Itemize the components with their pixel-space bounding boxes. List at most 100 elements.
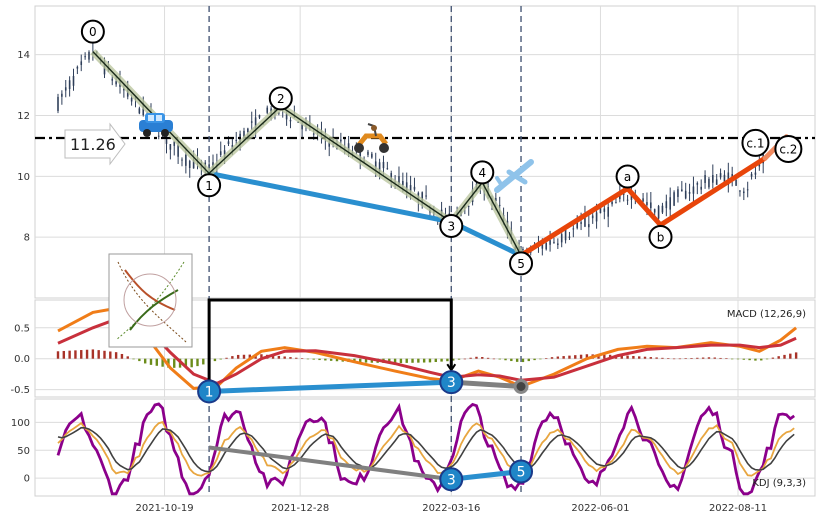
candle-body xyxy=(661,205,664,213)
candle-body xyxy=(626,199,629,201)
wave-point-label: 3 xyxy=(447,219,455,233)
macd-bar xyxy=(324,358,327,361)
macd-bar xyxy=(359,358,362,363)
macd-bar xyxy=(515,358,519,362)
macd-bar xyxy=(725,358,728,359)
macd-bar xyxy=(271,355,275,359)
candle-body xyxy=(677,189,679,197)
wave-point-circle xyxy=(439,213,464,238)
macd-bar xyxy=(701,357,705,359)
candle-body xyxy=(219,151,222,155)
macd-y-tick-label: -0.5 xyxy=(10,385,30,396)
abc-point-circle xyxy=(774,134,803,163)
macd-bar xyxy=(155,358,159,366)
macd-bar xyxy=(504,358,507,361)
candle-body xyxy=(243,130,245,139)
candle-body xyxy=(239,133,241,145)
macd-bar xyxy=(219,358,222,360)
candle-body xyxy=(84,56,86,58)
abc-point-label: c.2 xyxy=(779,142,797,156)
candle-body xyxy=(467,205,470,207)
candle-body xyxy=(247,128,249,133)
macd-bar xyxy=(312,358,315,360)
macd-bar xyxy=(149,358,153,365)
macd-bar xyxy=(678,358,682,360)
candle-body xyxy=(386,168,389,170)
candle-body xyxy=(595,212,598,222)
macd-bar xyxy=(236,354,240,359)
candle-body xyxy=(584,216,586,227)
macd-bar xyxy=(109,351,112,359)
candle-body xyxy=(607,207,610,217)
price-y-tick-label: 10 xyxy=(17,172,30,183)
candle-body xyxy=(735,179,737,186)
candle-body xyxy=(123,88,125,91)
macd-bar xyxy=(620,355,623,359)
candle-body xyxy=(181,159,183,161)
wave-point-circle xyxy=(197,173,222,198)
candle-body xyxy=(681,189,683,192)
macd-bar xyxy=(765,358,769,360)
macd-bar xyxy=(527,358,530,362)
macd-bar xyxy=(202,358,205,365)
price-y-tick-label: 12 xyxy=(17,111,30,122)
macd-bar xyxy=(771,357,775,359)
abc-point-circle xyxy=(741,128,770,157)
price-y-tick-label: 14 xyxy=(17,50,30,61)
macd-bar xyxy=(300,358,304,359)
candle-body xyxy=(696,183,699,185)
macd-y-tick-label: 0.0 xyxy=(14,354,30,365)
macd-bar xyxy=(114,352,118,359)
macd-divergence-badge-label: 3 xyxy=(447,375,456,391)
macd-bar xyxy=(783,354,786,359)
candle-body xyxy=(378,162,381,172)
macd-bar xyxy=(568,355,571,359)
macd-bar xyxy=(318,358,321,361)
macd-bar xyxy=(585,354,589,359)
candle-body xyxy=(57,96,59,111)
macd-bar xyxy=(684,358,687,359)
candle-body xyxy=(522,248,524,250)
macd-bar xyxy=(748,358,751,361)
macd-bar xyxy=(74,350,77,359)
x-tick-label: 2021-12-28 xyxy=(271,503,329,514)
macd-bar xyxy=(422,358,426,363)
macd-bar xyxy=(667,358,670,359)
candle-body xyxy=(76,66,79,69)
trend-line xyxy=(658,155,768,228)
macd-bar xyxy=(603,354,606,359)
candle-body xyxy=(258,114,261,118)
candle-body xyxy=(188,160,191,168)
macd-bar xyxy=(481,357,484,359)
candle-body xyxy=(61,93,63,97)
candle-body xyxy=(413,186,416,190)
candle-body xyxy=(642,198,644,202)
candle-body xyxy=(157,135,160,137)
candle-body xyxy=(688,191,691,194)
wave-point-circle xyxy=(268,86,293,111)
macd-bar xyxy=(661,357,664,359)
candle-body xyxy=(743,191,745,194)
candle-body xyxy=(599,207,602,214)
candle-body xyxy=(560,234,563,243)
macd-bar xyxy=(242,354,246,359)
macd-bar xyxy=(56,351,60,359)
candle-body xyxy=(111,78,114,81)
candle-body xyxy=(340,139,342,142)
candle-body xyxy=(646,202,648,205)
macd-bar xyxy=(579,354,583,359)
trend-line xyxy=(625,186,664,228)
wave-path xyxy=(92,51,522,256)
kdj-divergence-badge-label: 5 xyxy=(517,464,526,480)
macd-bar xyxy=(120,353,124,359)
macd-bar xyxy=(132,358,135,360)
wave-point-label: 4 xyxy=(478,166,486,180)
candle-body xyxy=(495,198,497,201)
candle-body xyxy=(684,190,687,199)
macd-bar xyxy=(463,358,467,360)
macd-bar xyxy=(469,357,472,359)
candle-body xyxy=(130,97,133,102)
candle-body xyxy=(88,51,90,60)
x-tick-label: 2022-08-11 xyxy=(709,503,767,514)
